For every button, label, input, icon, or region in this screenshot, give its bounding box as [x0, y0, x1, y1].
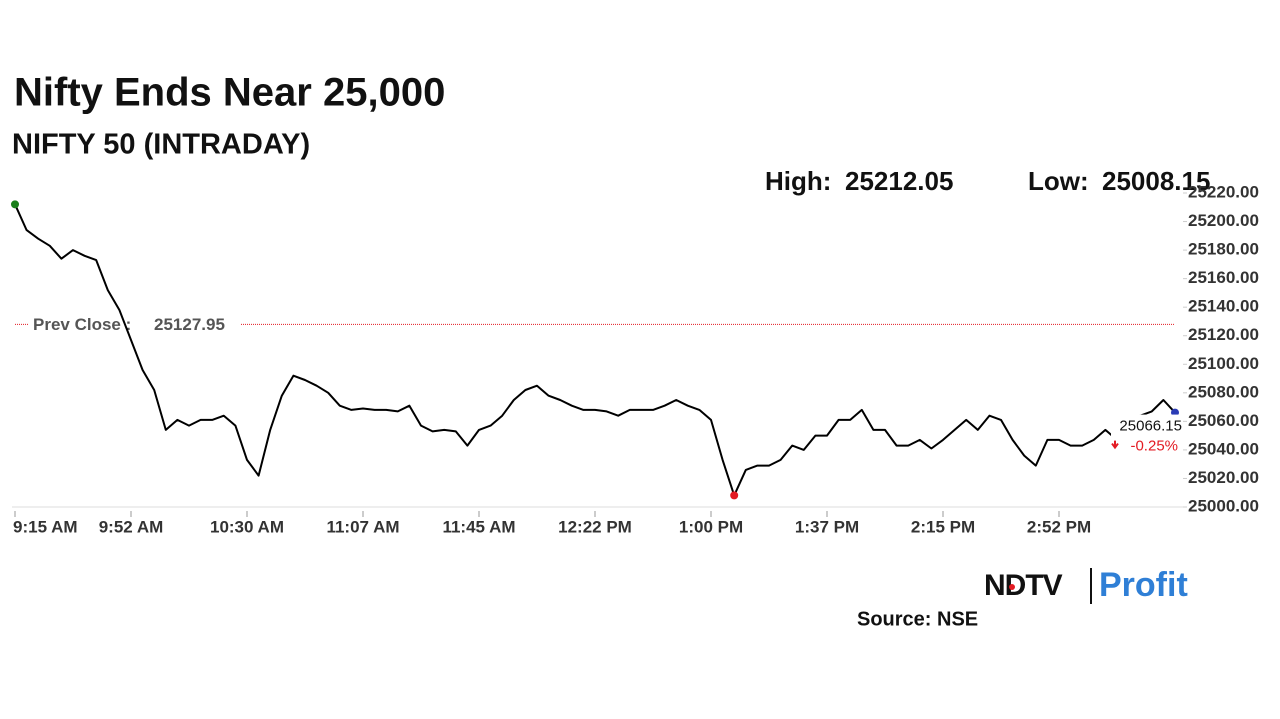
low-label: Low: — [1028, 166, 1089, 196]
x-tick-label: 12:22 PM — [558, 517, 632, 536]
x-tick-label: 11:07 AM — [326, 517, 399, 536]
logo-dot — [1009, 584, 1015, 590]
y-tick-label: 25140.00 — [1188, 297, 1259, 316]
x-tick-label: 9:15 AM — [13, 517, 78, 536]
last-value-label: 25066.15 — [1119, 418, 1182, 435]
high-value: 25212.05 — [845, 166, 953, 196]
start-marker — [11, 200, 19, 209]
y-tick-label: 25220.00 — [1188, 182, 1259, 201]
chart-title: Nifty Ends Near 25,000 — [14, 71, 445, 115]
x-tick-label: 9:52 AM — [99, 517, 164, 536]
x-tick-label: 1:00 PM — [679, 517, 743, 536]
x-tick-label: 10:30 AM — [210, 517, 284, 536]
logo-profit: Profit — [1099, 566, 1188, 604]
y-tick-label: 25200.00 — [1188, 211, 1259, 230]
y-tick-label: 25100.00 — [1188, 354, 1259, 373]
low-marker — [730, 491, 739, 500]
y-tick-label: 25080.00 — [1188, 382, 1259, 401]
low-value: 25008.15 — [1102, 166, 1210, 196]
y-tick-label: 25120.00 — [1188, 325, 1259, 344]
x-tick-label: 11:45 AM — [442, 517, 515, 536]
x-tick-label: 1:37 PM — [795, 517, 859, 536]
y-tick-label: 25160.00 — [1188, 268, 1259, 287]
prev-close-value: 25127.95 — [154, 315, 225, 334]
prev-close-label: Prev Close : — [33, 315, 131, 334]
x-tick-label: 2:52 PM — [1027, 517, 1091, 536]
chart-subtitle: NIFTY 50 (INTRADAY) — [12, 129, 310, 161]
x-tick-label: 2:15 PM — [911, 517, 975, 536]
y-tick-label: 25000.00 — [1188, 496, 1259, 515]
price-line — [14, 203, 1176, 497]
source: Source: NSE — [857, 608, 978, 630]
y-tick-label: 25040.00 — [1188, 439, 1259, 458]
logo-ndtv: NDTV — [984, 569, 1063, 602]
prev-close-bg — [28, 314, 240, 335]
change-arrow — [1111, 440, 1119, 450]
last-value-bg — [1111, 414, 1183, 455]
change-label: -0.25% — [1130, 438, 1178, 455]
y-tick-label: 25020.00 — [1188, 468, 1259, 487]
y-tick-label: 25060.00 — [1188, 411, 1259, 430]
high-label: High: — [765, 166, 831, 196]
y-tick-label: 25180.00 — [1188, 240, 1259, 259]
